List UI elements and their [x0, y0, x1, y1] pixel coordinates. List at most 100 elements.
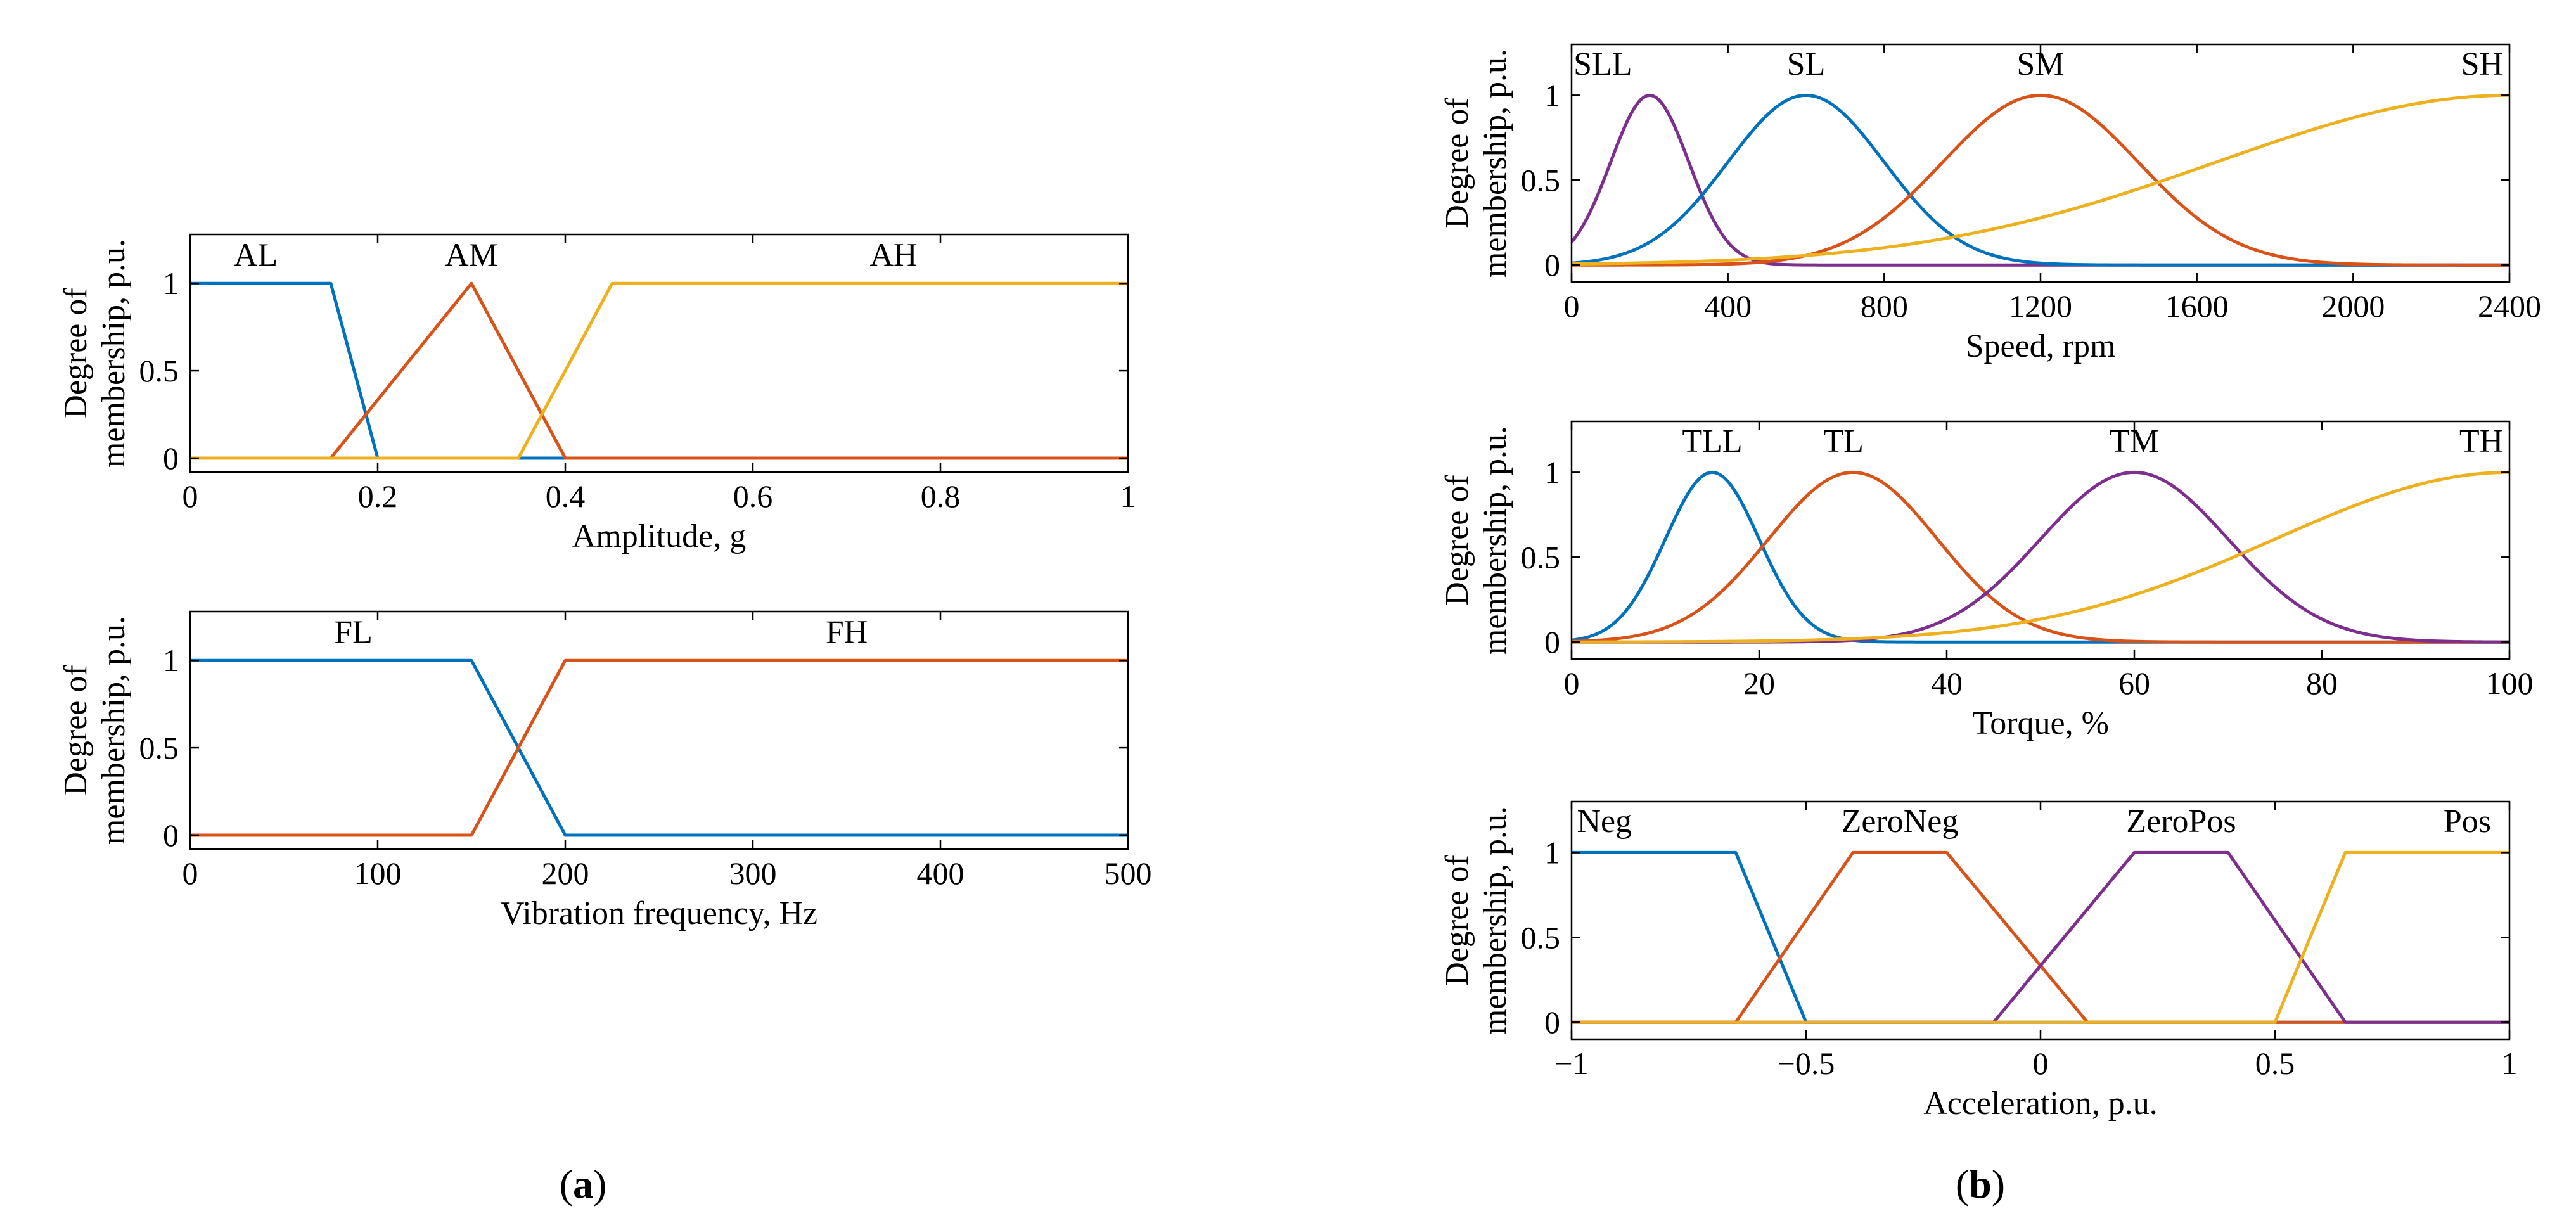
x-tick-label: 0.8 — [921, 478, 961, 514]
x-tick-label: 100 — [354, 855, 402, 891]
x-tick-label: 500 — [1105, 855, 1152, 891]
x-axis-title: Amplitude, g — [572, 518, 746, 554]
y-axis-title: Degree of membership, p.u. — [1439, 49, 1513, 278]
chart-vibration-frequency: FL FH 0 100 200 300 400 500 0 0.5 1 Vibration frequ… — [58, 610, 1152, 932]
series-line-th — [1572, 470, 2509, 644]
y-axis-title-line: Degree of — [1439, 98, 1475, 229]
x-axis-title: Torque, % — [1972, 705, 2109, 741]
x-tick-label: 0.4 — [546, 478, 586, 514]
y-tick-label: 0.5 — [1521, 919, 1561, 955]
x-tick-label: 200 — [542, 855, 589, 891]
series-line-al — [190, 281, 1128, 460]
x-tick-label: 40 — [1931, 665, 1963, 701]
x-tick-label: 1600 — [2165, 288, 2229, 324]
y-tick-label: 1 — [1544, 454, 1560, 490]
x-tick-label: 0 — [183, 478, 198, 514]
y-tick-label: 1 — [1544, 835, 1560, 870]
axes-box — [189, 610, 1129, 850]
x-tick-label: 2000 — [2321, 288, 2385, 324]
y-axis-title-line: Degree of — [58, 665, 94, 796]
y-tick-label: 1 — [1544, 77, 1560, 113]
series-line-tm — [1572, 470, 2509, 644]
series-label-th: TH — [2459, 423, 2503, 459]
x-tick-label: 0.5 — [2255, 1046, 2295, 1081]
y-tick-label: 0.5 — [1521, 539, 1561, 575]
series-label-fl: FL — [334, 615, 373, 651]
series-line-fl — [190, 658, 1128, 837]
y-tick-label: 0 — [1544, 1004, 1560, 1040]
x-tick-label: 2400 — [2478, 288, 2541, 324]
chart-acceleration: Neg ZeroNeg ZeroPos Pos −1 −0.5 0 0.5 1 0 0.5 1 Acce… — [1439, 800, 2518, 1122]
x-tick-label: 0 — [1564, 288, 1580, 324]
x-tick-label: 0 — [1564, 665, 1580, 701]
series-line-zeroneg — [1572, 850, 2509, 1024]
series-label-zeroneg: ZeroNeg — [1842, 804, 1959, 840]
series-line-ah — [190, 281, 1128, 460]
series-label-fh: FH — [826, 615, 868, 651]
y-tick-label: 0 — [1544, 247, 1560, 283]
series-label-ah: AH — [869, 238, 917, 274]
x-tick-label: 80 — [2306, 665, 2338, 701]
series-line-zeropos — [1572, 850, 2509, 1024]
y-tick-label: 0.5 — [1521, 162, 1561, 198]
x-axis-title: Acceleration, p.u. — [1923, 1085, 2158, 1122]
series-line-neg — [1572, 850, 2509, 1024]
x-axis-title: Vibration frequency, Hz — [501, 895, 817, 932]
series-line-tll — [1572, 470, 2509, 644]
x-tick-label: 400 — [1704, 288, 1752, 324]
x-tick-label: 0 — [183, 855, 198, 891]
x-tick-label: 60 — [2118, 665, 2150, 701]
x-tick-label: 0.6 — [733, 478, 773, 514]
y-axis-title-line: membership, p.u. — [1477, 806, 1513, 1035]
axes-box — [189, 233, 1129, 473]
x-tick-label: −1 — [1554, 1046, 1588, 1081]
series-label-am: AM — [445, 238, 498, 274]
x-tick-label: 800 — [1861, 288, 1908, 324]
x-tick-label: 1 — [1120, 478, 1136, 514]
y-axis-title-line: Degree of — [1439, 855, 1475, 986]
x-tick-label: 20 — [1743, 665, 1775, 701]
panel-caption-b: (b) — [1956, 1162, 2005, 1207]
y-axis-title-line: membership, p.u. — [96, 616, 132, 845]
x-axis-title: Speed, rpm — [1966, 328, 2116, 364]
axes-box — [1570, 420, 2511, 660]
y-axis-title-line: membership, p.u. — [1477, 49, 1513, 278]
series-line-sh — [1572, 93, 2509, 266]
y-axis-title-line: membership, p.u. — [1477, 426, 1513, 655]
series-label-neg: Neg — [1577, 804, 1632, 840]
y-axis-title: Degree of membership, p.u. — [1439, 806, 1513, 1035]
series-label-pos: Pos — [2444, 804, 2491, 840]
y-axis-title-line: Degree of — [58, 288, 94, 419]
series-line-am — [190, 281, 1128, 460]
x-tick-label: 0.2 — [358, 478, 398, 514]
x-tick-label: 1200 — [2009, 288, 2072, 324]
chart-speed: SLL SL SM SH0 400 800 1200 1600 2000 240000.51Spe… — [1439, 43, 2541, 364]
y-tick-label: 1 — [163, 266, 179, 301]
series-label-zeropos: ZeroPos — [2126, 804, 2236, 840]
chart-amplitude: AL AM AH 0 0.2 0.4 0.6 0.8 1 0 0.5 1 Amplitude, g Deg… — [58, 233, 1136, 554]
y-tick-label: 0.5 — [139, 730, 179, 765]
series-label-al: AL — [234, 238, 278, 274]
x-tick-label: −0.5 — [1778, 1046, 1835, 1081]
y-tick-label: 0 — [163, 817, 179, 853]
y-axis-title-line: Degree of — [1439, 475, 1475, 606]
series-label-sh: SH — [2461, 46, 2503, 82]
svg-text:(a): (a) — [560, 1162, 607, 1207]
series-line-tl — [1572, 470, 2509, 644]
y-tick-label: 0 — [1544, 624, 1560, 660]
caption-a-letter: a — [573, 1162, 593, 1207]
x-tick-label: 0 — [2033, 1046, 2049, 1081]
y-axis-title: Degree of membership, p.u. — [58, 239, 132, 468]
y-tick-label: 1 — [163, 643, 179, 678]
y-axis-title-line: membership, p.u. — [96, 239, 132, 468]
y-axis-title: Degree of membership, p.u. — [58, 616, 132, 845]
series-line-sm — [1572, 93, 2509, 267]
series-line-sl — [1572, 93, 2509, 267]
x-tick-label: 400 — [917, 855, 964, 891]
x-tick-label: 300 — [729, 855, 777, 891]
caption-b-letter: b — [1969, 1162, 1992, 1207]
x-tick-label: 1 — [2502, 1046, 2518, 1081]
panel-caption-a: (a) — [560, 1162, 607, 1207]
y-tick-label: 0.5 — [139, 353, 179, 388]
